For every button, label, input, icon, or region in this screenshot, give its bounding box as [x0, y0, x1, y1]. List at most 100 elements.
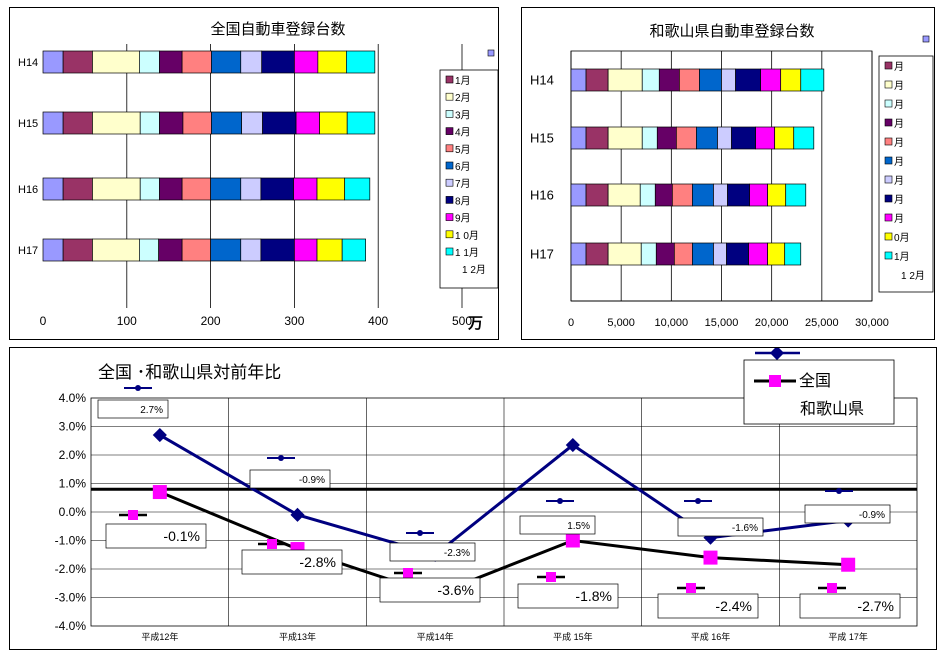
data-point-national	[290, 507, 305, 522]
bar-segment	[655, 242, 675, 266]
category-label: H14	[18, 57, 38, 69]
x-tick-label: 300	[284, 314, 304, 328]
legend-label: 月	[894, 194, 904, 206]
bar-segment	[671, 183, 693, 207]
category-label: H17	[18, 245, 38, 257]
y-tick-label: 0.0%	[59, 505, 87, 519]
legend-label: 1 1月	[455, 247, 479, 259]
bar-segment	[767, 183, 787, 207]
data-label-box	[519, 515, 596, 535]
national-chart-panel: 全国自動車登録台数 0 100 200 300 400 500 万 H14 H15 H16 H17 1月…	[9, 7, 499, 340]
bar-segment	[139, 111, 160, 135]
bar-segment	[210, 238, 242, 262]
bar-segment	[654, 183, 673, 207]
bar-segment	[727, 183, 750, 207]
bar-segment	[641, 68, 660, 92]
data-label-box	[517, 583, 619, 609]
bar-segment	[793, 126, 815, 150]
bar-segment	[42, 177, 64, 201]
data-label-wakayama: -0.1%	[163, 528, 200, 544]
bar-segment	[211, 111, 242, 135]
legend-swatch	[445, 247, 454, 256]
bar-segment	[570, 183, 587, 207]
data-label-box	[97, 399, 169, 419]
data-label-box	[657, 593, 759, 619]
legend-label: 1 2月	[462, 264, 486, 276]
legend-swatch	[445, 92, 454, 101]
bar-segment	[92, 111, 141, 135]
bar-segment	[181, 50, 212, 74]
bar-segment	[344, 177, 371, 201]
bar-segment	[735, 68, 761, 92]
bar-segment	[211, 50, 242, 74]
legend-marker-national	[769, 348, 785, 361]
legend-label: 和歌山県	[800, 400, 864, 418]
y-tick-label: -2.0%	[55, 562, 87, 576]
bar-segment	[585, 183, 609, 207]
legend-swatch	[445, 230, 454, 239]
bar-segment	[341, 238, 366, 262]
bar-segment	[92, 238, 140, 262]
bar-segment	[181, 238, 211, 262]
x-tick-label: 25,000	[805, 317, 839, 329]
label-leader-dot	[557, 498, 563, 504]
y-tick-label: 1.0%	[59, 477, 87, 491]
bar-segment	[159, 177, 183, 201]
legend-box	[743, 359, 895, 425]
bar-segment	[294, 238, 318, 262]
bar-segment	[748, 242, 769, 266]
y-tick-label: -3.0%	[55, 591, 87, 605]
bar-segment	[713, 242, 727, 266]
legend-label: 月	[894, 118, 904, 130]
category-label: H14	[530, 73, 554, 88]
legend-swatch	[445, 127, 454, 135]
legend-swatch	[884, 156, 893, 165]
bar-segment	[139, 238, 159, 262]
legend-label: 1 0月	[455, 230, 479, 242]
legend-label: 月	[894, 156, 904, 168]
category-label: H16	[18, 184, 38, 196]
bar-segment	[316, 177, 346, 201]
bar-segment	[656, 126, 677, 150]
x-tick-label: 平成 17年	[828, 631, 868, 642]
bar-segment	[159, 111, 184, 135]
label-leader-marker	[128, 510, 138, 520]
legend-label: 3月	[455, 109, 471, 121]
bar-segment	[692, 183, 714, 207]
bar-segment	[640, 242, 657, 266]
chart-title: 全国自動車登録台数	[210, 20, 345, 38]
chart-title: 全国 ･和歌山県対前年比	[98, 363, 281, 382]
x-tick-label: 0	[40, 314, 47, 328]
bar-segment	[346, 111, 376, 135]
bar-segment	[92, 50, 140, 74]
bar-segment	[181, 177, 211, 201]
bar-segment	[639, 183, 656, 207]
category-label: H15	[18, 118, 38, 130]
bar-segment	[294, 50, 319, 74]
data-point-national	[565, 437, 580, 453]
legend-label: 全国	[799, 372, 831, 390]
legend-label: 月	[894, 137, 904, 149]
bar-segment	[607, 183, 641, 207]
x-tick-label: 30,000	[855, 317, 889, 329]
legend-swatch	[884, 137, 893, 146]
data-point-wakayama	[703, 550, 718, 565]
data-label-box	[804, 504, 891, 524]
bar-segment	[641, 126, 658, 150]
x-tick-label: 15,000	[705, 317, 739, 329]
bar-segment	[699, 68, 722, 92]
data-label-box	[241, 549, 343, 575]
bar-segment	[262, 111, 297, 135]
label-leader-dot	[836, 488, 842, 494]
legend-swatch	[884, 213, 893, 222]
data-point-wakayama	[152, 485, 167, 500]
yoy-chart-panel: 全国 ･和歌山県対前年比 4.0% 3.0% 2.0% 1.0% 0.0% -1.0% -2.…	[9, 347, 937, 650]
x-tick-label: 平成13年	[279, 631, 316, 642]
bar-segment	[260, 177, 294, 201]
chart-title: 和歌山県自動車登録台数	[649, 23, 814, 40]
legend-label: 6月	[455, 161, 471, 173]
legend-label: 月	[894, 99, 904, 111]
legend-swatch	[884, 175, 893, 184]
legend-swatch	[884, 194, 893, 203]
